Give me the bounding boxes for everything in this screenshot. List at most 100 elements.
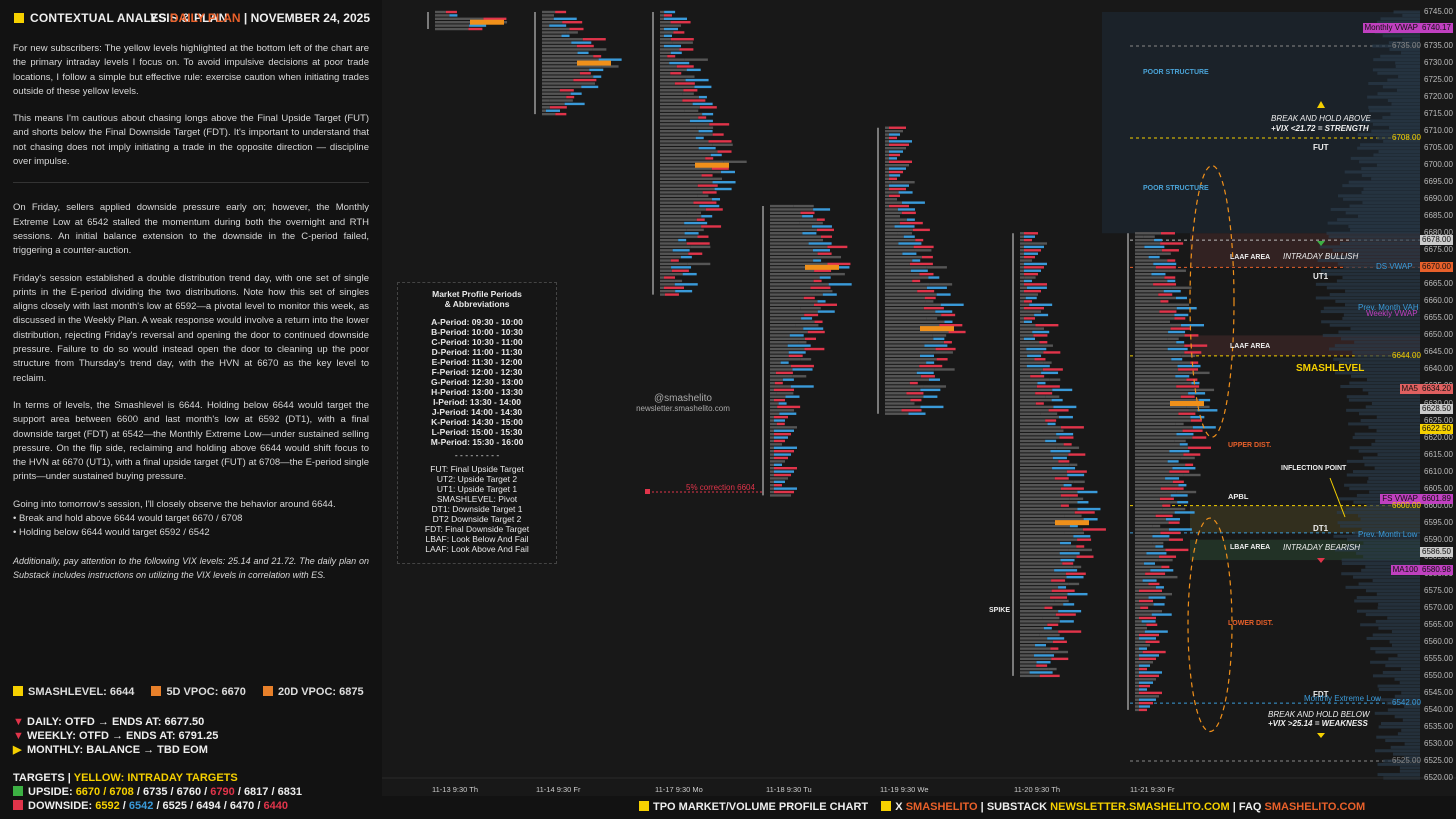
tpo-bar bbox=[885, 238, 916, 242]
volume-bar bbox=[1176, 490, 1197, 494]
substack-link[interactable]: NEWSLETTER.SMASHELITO.COM bbox=[1050, 801, 1230, 813]
tpo-chart[interactable] bbox=[382, 0, 1456, 819]
tpo-bar bbox=[1020, 521, 1072, 524]
volume-bar bbox=[1073, 565, 1082, 569]
volume-bar bbox=[913, 245, 934, 249]
tpo-bar bbox=[1135, 654, 1139, 657]
volume-bar bbox=[1395, 64, 1420, 68]
monthly-status: MONTHLY: BALANCE → TBD EOM bbox=[27, 744, 208, 756]
volume-bar bbox=[1188, 392, 1206, 395]
tpo-bar bbox=[885, 378, 930, 381]
volume-bar bbox=[1382, 34, 1420, 38]
volume-bar bbox=[1139, 633, 1159, 637]
tpo-bar bbox=[542, 102, 565, 106]
tpo-bar bbox=[1135, 378, 1187, 381]
tpo-bar bbox=[1020, 555, 1077, 558]
poc-marker bbox=[805, 264, 839, 270]
volume-bar bbox=[1060, 541, 1072, 545]
volume-bar bbox=[1361, 167, 1420, 171]
volume-bar bbox=[671, 266, 692, 269]
volume-bar bbox=[1377, 606, 1420, 610]
x-handle-link[interactable]: SMASHELITO bbox=[905, 801, 978, 813]
tpo-bar bbox=[1020, 358, 1035, 361]
axis-tick: 6665.00 bbox=[1424, 279, 1453, 289]
volume-bar bbox=[1030, 375, 1045, 378]
volume-bar bbox=[933, 337, 945, 341]
tpo-bar bbox=[1135, 633, 1139, 637]
volume-bar bbox=[546, 14, 554, 17]
volume-bar bbox=[1346, 507, 1420, 511]
tpo-bar bbox=[1020, 613, 1056, 616]
legend-period: F-Period: 12:00 - 12:30 bbox=[431, 367, 523, 377]
tpo-bar bbox=[770, 443, 774, 446]
tpo-bar bbox=[542, 58, 599, 61]
tpo-bar bbox=[885, 170, 889, 174]
volume-bar bbox=[1042, 368, 1063, 371]
volume-bar bbox=[1139, 616, 1156, 620]
volume-bar bbox=[1372, 674, 1420, 678]
volume-bar bbox=[1382, 116, 1420, 120]
tpo-bar bbox=[1135, 371, 1193, 375]
volume-bar bbox=[1039, 633, 1060, 637]
volume-bar bbox=[1394, 677, 1420, 681]
volume-bar bbox=[898, 242, 922, 245]
volume-bar bbox=[1380, 54, 1420, 58]
lbaf-zone bbox=[1190, 539, 1420, 561]
tpo-bar bbox=[1020, 385, 1037, 388]
volume-bar bbox=[816, 228, 834, 232]
tpo-bar bbox=[660, 201, 694, 204]
volume-bar bbox=[915, 238, 924, 242]
volume-bar bbox=[1364, 463, 1420, 467]
tpo-bar bbox=[1135, 252, 1157, 255]
tpo-bar bbox=[885, 228, 913, 232]
volume-bar bbox=[1045, 439, 1057, 443]
tpo-bar bbox=[1020, 327, 1024, 330]
volume-bar bbox=[1172, 466, 1196, 470]
watermark: @smashelito newsletter.smashelito.com bbox=[618, 393, 748, 413]
paragraph: Friday's session established a double di… bbox=[13, 272, 369, 384]
volume-bar bbox=[1171, 358, 1183, 361]
volume-bar bbox=[1367, 95, 1420, 99]
tpo-bar bbox=[1135, 245, 1145, 249]
volume-bar bbox=[774, 426, 797, 429]
volume-bar bbox=[1050, 647, 1059, 650]
volume-bar bbox=[827, 245, 848, 249]
volume-bar bbox=[1389, 47, 1420, 51]
tpo-bar bbox=[1020, 436, 1060, 439]
volume-bar bbox=[1368, 476, 1420, 480]
tpo-bar bbox=[1135, 392, 1189, 395]
volume-bar bbox=[889, 157, 897, 160]
tpo-bar bbox=[885, 174, 890, 177]
volume-bar bbox=[774, 419, 785, 422]
tpo-bar bbox=[1020, 535, 1074, 538]
volume-bar bbox=[889, 204, 909, 208]
tpo-bar bbox=[1020, 582, 1069, 586]
tpo-bar bbox=[1135, 548, 1166, 552]
tpo-bar bbox=[1020, 637, 1048, 640]
tpo-bar bbox=[1135, 627, 1139, 630]
tpo-bar bbox=[770, 490, 774, 494]
tpo-bar bbox=[770, 429, 774, 432]
price-tag: 6740.17 bbox=[1420, 23, 1453, 34]
price-tag: 6634.20 bbox=[1420, 384, 1453, 395]
volume-bar bbox=[711, 167, 729, 170]
volume-bar bbox=[1346, 395, 1420, 399]
downside-blue: 6542 bbox=[128, 800, 154, 812]
tpo-bar bbox=[770, 398, 774, 402]
volume-bar bbox=[804, 347, 825, 351]
tpo-bar bbox=[1020, 249, 1024, 252]
smashlevel-value: SMASHLEVEL: 6644 bbox=[28, 686, 135, 698]
tpo-bar bbox=[885, 136, 889, 140]
volume-bar bbox=[807, 330, 825, 334]
volume-bar bbox=[693, 201, 717, 204]
volume-bar bbox=[1160, 575, 1178, 579]
tpo-bar bbox=[542, 68, 590, 72]
price-tag: 6708.00 bbox=[1392, 132, 1421, 142]
price-axis[interactable]: 6745.006740.006735.006730.006725.006720.… bbox=[1420, 0, 1456, 796]
tpo-bar bbox=[1020, 361, 1044, 364]
tpo-bar bbox=[660, 92, 683, 95]
faq-link[interactable]: SMASHELITO.COM bbox=[1264, 801, 1366, 813]
volume-bar bbox=[1385, 664, 1420, 668]
volume-bar bbox=[1378, 725, 1420, 729]
tpo-bar bbox=[1135, 466, 1173, 470]
